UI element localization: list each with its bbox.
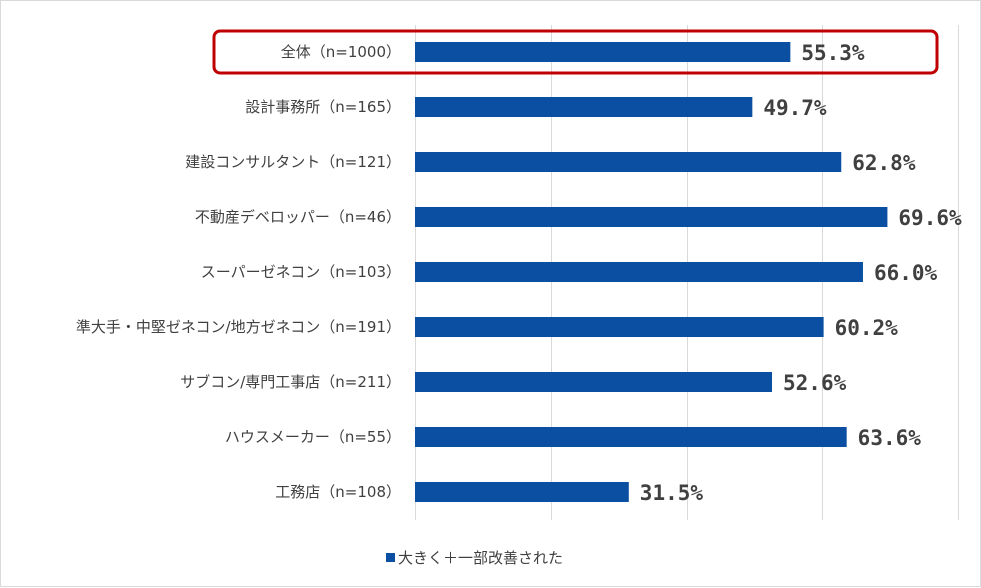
bars [415, 42, 888, 502]
category-label: 準大手・中堅ゼネコン/地方ゼネコン（n=191） [76, 318, 401, 336]
category-label: 全体（n=1000） [281, 43, 401, 61]
value-label: 49.7% [763, 96, 827, 120]
legend: 大きく＋一部改善された [386, 549, 563, 567]
bar [415, 262, 863, 282]
bar [415, 152, 842, 172]
category-label: スーパーゼネコン（n=103） [201, 263, 401, 281]
category-label: 建設コンサルタント（n=121） [185, 153, 401, 171]
value-label: 31.5% [640, 481, 704, 505]
legend-label: 大きく＋一部改善された [398, 549, 563, 567]
value-label: 60.2% [835, 316, 899, 340]
value-label: 52.6% [783, 371, 847, 395]
bar [415, 427, 847, 447]
value-label: 62.8% [852, 151, 916, 175]
bar [415, 207, 888, 227]
bar [415, 482, 629, 502]
bar [415, 372, 773, 392]
value-label: 66.0% [874, 261, 938, 285]
highlight-box [212, 29, 939, 75]
legend-swatch [386, 553, 395, 562]
value-label: 63.6% [858, 426, 922, 450]
labels: 全体（n=1000） 55.3% 設計事務所（n=165） 49.7% 建設コンサルタン… [76, 29, 962, 505]
category-label: サブコン/専門工事店（n=211） [180, 373, 401, 391]
category-label: ハウスメーカー（n=55） [225, 428, 401, 446]
bar [415, 42, 791, 62]
category-label: 設計事務所（n=165） [245, 98, 401, 116]
category-label: 工務店（n=108） [275, 483, 401, 501]
value-label: 55.3% [801, 41, 865, 65]
bar [415, 97, 753, 117]
category-label: 不動産デベロッパー（n=46） [195, 208, 401, 226]
value-label: 69.6% [898, 206, 962, 230]
bar [415, 317, 824, 337]
